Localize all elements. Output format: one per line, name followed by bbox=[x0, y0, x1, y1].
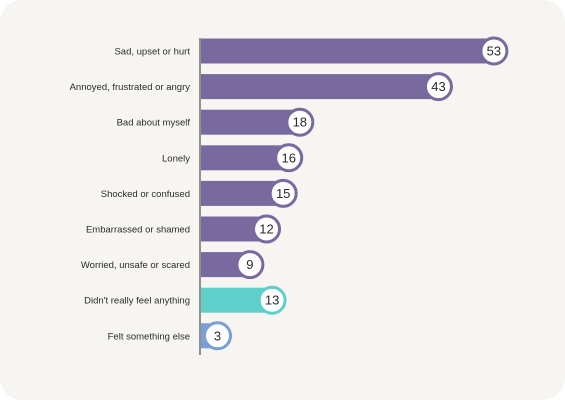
category-label: Felt something else bbox=[108, 331, 190, 342]
value-badge bbox=[235, 250, 265, 280]
value-badge bbox=[257, 285, 287, 315]
value-label: 3 bbox=[214, 328, 221, 343]
value-label: 15 bbox=[276, 186, 290, 201]
value-label: 53 bbox=[487, 44, 501, 59]
value-badge bbox=[285, 107, 315, 137]
bar-lonely bbox=[201, 145, 289, 171]
bar-bad-about-myself bbox=[201, 109, 300, 135]
value-badge bbox=[479, 36, 509, 66]
value-label: 43 bbox=[431, 79, 445, 94]
category-label: Embarrassed or shamed bbox=[86, 225, 190, 236]
value-label: 13 bbox=[265, 293, 279, 308]
category-label: Bad about myself bbox=[117, 118, 191, 129]
value-badge bbox=[203, 321, 232, 351]
category-label: Annoyed, frustrated or angry bbox=[70, 82, 191, 93]
bar-annoyed-frustrated-or-angry bbox=[201, 74, 439, 100]
category-label: Lonely bbox=[162, 153, 190, 164]
category-label: Didn't really feel anything bbox=[84, 296, 190, 307]
value-label: 9 bbox=[246, 257, 253, 272]
value-label: 18 bbox=[293, 115, 307, 130]
value-label: 12 bbox=[259, 222, 273, 237]
value-badge bbox=[423, 72, 453, 102]
category-label: Sad, upset or hurt bbox=[114, 47, 190, 58]
category-label: Shocked or confused bbox=[101, 189, 190, 200]
value-badge bbox=[252, 214, 282, 244]
value-label: 16 bbox=[281, 150, 295, 165]
bar-sad-upset-or-hurt bbox=[201, 38, 494, 64]
category-label: Worried, unsafe or scared bbox=[81, 260, 190, 271]
value-badge bbox=[274, 143, 304, 173]
value-badge bbox=[268, 178, 298, 208]
